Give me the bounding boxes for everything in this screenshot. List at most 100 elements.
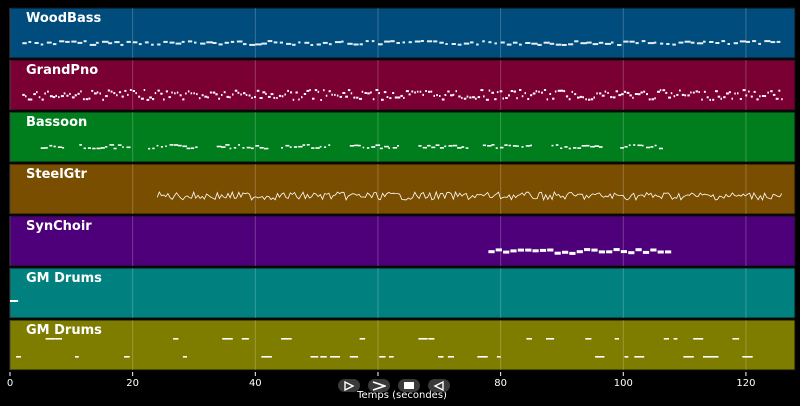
note	[261, 356, 272, 358]
note	[279, 41, 283, 44]
note	[135, 92, 137, 95]
note	[500, 41, 505, 44]
note	[116, 94, 118, 97]
rewind-button[interactable]	[428, 379, 450, 392]
note	[428, 338, 435, 340]
note	[126, 146, 131, 149]
note	[206, 41, 213, 44]
note	[767, 91, 769, 94]
note	[229, 96, 231, 99]
note	[169, 41, 175, 44]
note	[317, 90, 320, 93]
note	[646, 146, 650, 149]
note	[261, 42, 267, 45]
note	[496, 356, 501, 358]
note	[541, 91, 543, 94]
note	[643, 90, 646, 93]
note	[359, 338, 366, 340]
note	[234, 89, 238, 92]
x-axis-label: Temps (secondes)	[356, 390, 447, 401]
note	[226, 95, 230, 98]
note	[30, 98, 33, 101]
note	[503, 250, 510, 254]
note	[270, 93, 274, 96]
note	[422, 93, 424, 96]
note	[284, 93, 286, 96]
note	[336, 94, 339, 97]
note	[267, 40, 273, 43]
note	[549, 42, 555, 45]
note	[626, 91, 630, 94]
note	[734, 92, 736, 95]
note	[595, 356, 605, 358]
note	[273, 41, 278, 44]
note	[248, 94, 251, 97]
note	[637, 93, 641, 96]
note	[670, 92, 673, 95]
note	[109, 144, 115, 146]
stop-button[interactable]	[398, 379, 420, 392]
note	[525, 248, 532, 252]
x-tick-label: 100	[614, 378, 633, 389]
note	[146, 98, 150, 101]
note	[379, 147, 383, 150]
note	[623, 90, 627, 93]
note	[151, 43, 154, 46]
note	[221, 94, 223, 96]
note	[629, 40, 635, 43]
note	[249, 43, 256, 46]
note	[157, 43, 161, 46]
note	[83, 40, 87, 43]
track-notes	[22, 89, 783, 101]
play-button[interactable]	[368, 379, 390, 392]
note	[690, 41, 695, 44]
note	[173, 338, 179, 340]
note	[33, 93, 36, 96]
note	[311, 147, 315, 149]
note	[372, 98, 375, 101]
note	[761, 95, 765, 97]
track-background	[9, 163, 796, 215]
note	[526, 338, 532, 340]
note	[276, 97, 278, 99]
note	[593, 96, 595, 99]
play-outline-button[interactable]	[338, 379, 360, 392]
track-6: GM Drums	[9, 319, 796, 371]
note	[273, 96, 276, 99]
note	[62, 147, 65, 149]
stop-icon	[404, 382, 414, 389]
note	[620, 250, 627, 254]
note	[154, 92, 157, 95]
note	[281, 147, 283, 149]
note	[370, 91, 372, 94]
note	[174, 92, 176, 95]
note	[431, 146, 436, 149]
note	[243, 92, 246, 95]
note	[488, 41, 492, 44]
note	[562, 44, 567, 46]
note	[579, 95, 583, 98]
note	[488, 250, 495, 254]
note	[525, 42, 531, 44]
note	[571, 90, 573, 93]
note	[513, 90, 516, 93]
note	[384, 40, 391, 43]
note	[598, 250, 605, 254]
note	[392, 92, 395, 94]
note	[632, 96, 634, 99]
note	[657, 250, 664, 254]
note	[448, 145, 453, 147]
transport-controls	[338, 379, 450, 393]
note	[200, 42, 206, 45]
note	[87, 147, 91, 149]
note	[546, 338, 555, 340]
note	[628, 144, 631, 146]
note	[414, 91, 416, 94]
note	[371, 40, 375, 43]
note	[543, 41, 550, 44]
note	[759, 95, 761, 98]
note	[94, 92, 97, 95]
note	[585, 338, 592, 340]
note	[732, 338, 740, 340]
note	[362, 146, 365, 149]
